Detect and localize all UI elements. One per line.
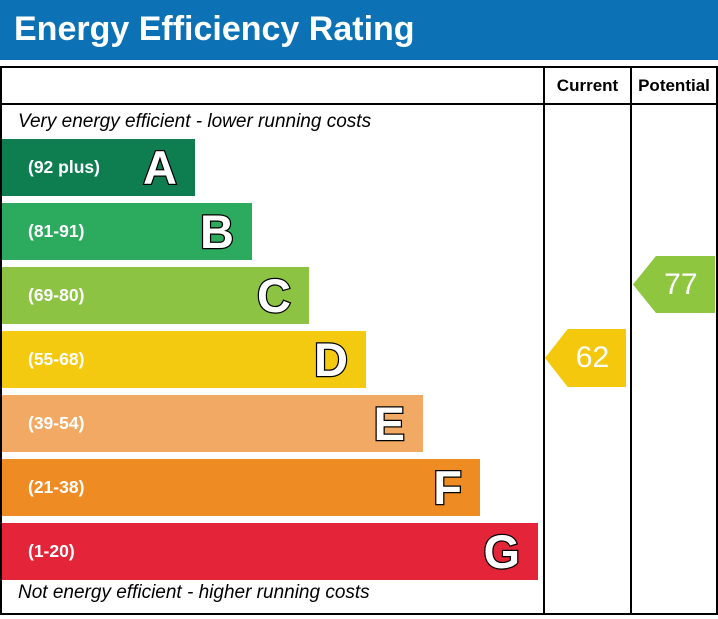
rating-table: Current Potential Very energy efficient … bbox=[0, 66, 718, 615]
page-title: Energy Efficiency Rating bbox=[14, 10, 415, 48]
band-range-label: (21-38) bbox=[28, 477, 85, 497]
band-bar-C: (69-80) C bbox=[2, 267, 309, 324]
band-letter: D bbox=[313, 332, 349, 388]
band-letter: C bbox=[256, 268, 292, 324]
column-divider-current bbox=[543, 68, 545, 613]
top-note: Very energy efficient - lower running co… bbox=[18, 111, 372, 132]
band-range-label: (1-20) bbox=[28, 541, 75, 561]
column-header-current: Current bbox=[556, 76, 619, 95]
column-divider-potential bbox=[630, 68, 632, 613]
header-divider bbox=[2, 103, 716, 105]
column-header-potential: Potential bbox=[638, 76, 710, 95]
potential-rating-value: 77 bbox=[664, 267, 698, 301]
band-bar-E: (39-54) E bbox=[2, 395, 423, 452]
band-bar-A: (92 plus) A bbox=[2, 139, 195, 196]
band-letter: A bbox=[142, 140, 178, 196]
bottom-note: Not energy efficient - higher running co… bbox=[18, 582, 370, 603]
band-letter: E bbox=[372, 396, 406, 452]
band-range-label: (55-68) bbox=[28, 349, 85, 369]
current-rating-arrow: 62 bbox=[545, 329, 626, 387]
band-letter: B bbox=[199, 204, 235, 260]
band-bar-F: (21-38) F bbox=[2, 459, 480, 516]
band-range-label: (81-91) bbox=[28, 221, 85, 241]
band-letter: F bbox=[432, 460, 463, 516]
current-rating-value: 62 bbox=[575, 341, 610, 374]
band-bar-D: (55-68) D bbox=[2, 331, 366, 388]
band-bar-G: (1-20) G bbox=[2, 523, 538, 580]
band-range-label: (92 plus) bbox=[28, 157, 100, 177]
band-range-label: (39-54) bbox=[28, 413, 85, 433]
band-letter: G bbox=[482, 524, 521, 580]
title-bar: Energy Efficiency Rating bbox=[0, 0, 718, 60]
band-bar-B: (81-91) B bbox=[2, 203, 252, 260]
potential-rating-arrow: 77 bbox=[633, 256, 715, 313]
band-range-label: (69-80) bbox=[28, 285, 85, 305]
